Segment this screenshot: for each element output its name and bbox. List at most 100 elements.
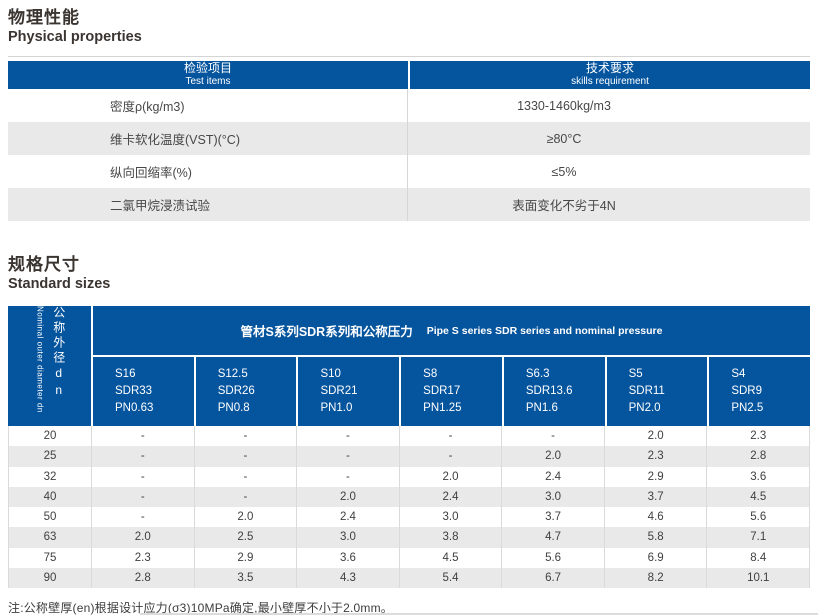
pn-label: PN1.6 (525, 402, 558, 414)
wall-thickness-cell: - (193, 426, 297, 447)
wall-thickness-cell: 6.7 (501, 567, 604, 588)
pn-label: PN2.5 (731, 402, 764, 414)
dn-cell: 75 (43, 551, 57, 564)
dn-cell: 50 (43, 511, 57, 524)
sdr-group-header-en: Pipe S series SDR series and nominal pre… (426, 324, 663, 337)
wall-thickness-cell: 5.4 (398, 567, 502, 588)
corner-label-zh: 公称外径dn (51, 306, 66, 400)
dn-cell: 90 (43, 571, 57, 584)
size-table-row: 40 - -2.0 2.4 3.0 3.7 4.5 (8, 486, 810, 507)
wall-thickness-cell: 2.3 (603, 446, 707, 467)
section-title-physical-zh: 物理性能 (8, 8, 80, 27)
wall-thickness-cell: 3.6 (706, 466, 809, 487)
wall-thickness-cell: - (91, 426, 194, 447)
wall-thickness-cell: 3.8 (398, 527, 502, 548)
size-table-row: 90 2.8 3.5 4.3 5.4 6.7 8.2 10.1 (8, 567, 810, 588)
test-item-cell: 维卡软化温度(VST)(°C) (8, 122, 408, 155)
table-row: 密度ρ(kg/m3) 1330-1460kg/m3 (8, 89, 810, 122)
wall-thickness-cells: 2.0 2.5 3.0 3.8 4.7 5.8 7.1 (91, 527, 809, 548)
sdr-label: SDR13.6 (525, 385, 573, 397)
wall-thickness-cell: 4.7 (501, 527, 604, 548)
wall-thickness-cells: - - - - -2.0 2.3 (91, 426, 809, 447)
size-table-row: 25 - - - -2.0 2.3 2.8 (8, 446, 810, 467)
test-item-cell: 纵向回缩率(%) (8, 155, 408, 188)
wall-thickness-cell: 10.1 (706, 567, 809, 588)
standard-sizes-table: 公称外径dn Nominal outer diameter dn 管材S系列SD… (8, 306, 810, 588)
wall-thickness-cell: - (501, 426, 604, 447)
sdr-label: SDR9 (731, 385, 762, 397)
s-series-label: S6.3 (525, 368, 550, 380)
section-title-sizes-en: Standard sizes (8, 276, 111, 292)
wall-thickness-cell: 2.4 (398, 486, 502, 507)
wall-thickness-cell: 2.5 (193, 527, 297, 548)
wall-thickness-cell: 2.9 (603, 466, 707, 487)
pn-label: PN1.25 (423, 402, 462, 414)
bottom-divider-line (140, 613, 818, 615)
wall-thickness-cell: 3.7 (501, 507, 604, 528)
test-item-cell: 二氯甲烷浸渍试验 (8, 188, 408, 221)
header-skills-requirement-zh: 技术要求 (585, 61, 634, 76)
wall-thickness-cell: 5.6 (706, 507, 809, 528)
section-title-physical-en: Physical properties (8, 29, 142, 45)
header-test-items-zh: 检验项目 (183, 61, 232, 76)
sizes-header-right: 管材S系列SDR系列和公称压力 Pipe S series SDR series… (91, 306, 810, 426)
requirement-cell: 1330-1460kg/m3 (517, 98, 611, 113)
s-series-label: S4 (731, 368, 746, 380)
requirement-cell: ≤5% (551, 164, 577, 179)
pn-label: PN0.8 (217, 402, 250, 414)
wall-thickness-cell: 2.8 (91, 567, 194, 588)
wall-thickness-cell: 2.0 (501, 446, 604, 467)
wall-thickness-cell: - (91, 446, 194, 467)
wall-thickness-cell: - (398, 446, 502, 467)
divider-line (8, 56, 810, 57)
dn-cell: 20 (43, 430, 57, 443)
sdr-column-header: S8 SDR17 PN1.25 (399, 357, 502, 426)
sdr-label: SDR17 (423, 385, 461, 397)
wall-thickness-cell: 3.7 (603, 486, 707, 507)
dn-cell: 40 (43, 490, 57, 503)
wall-thickness-cell: 4.5 (398, 547, 502, 568)
sdr-group-header: 管材S系列SDR系列和公称压力 Pipe S series SDR series… (93, 306, 810, 357)
wall-thickness-cell: 2.4 (296, 507, 399, 528)
wall-thickness-cell: - (193, 466, 297, 487)
wall-thickness-cell: - (193, 446, 297, 467)
wall-thickness-cell: 3.0 (398, 507, 502, 528)
wall-thickness-cell: - (193, 486, 297, 507)
physical-table-body: 密度ρ(kg/m3) 1330-1460kg/m3 维卡软化温度(VST)(°C… (8, 89, 810, 221)
wall-thickness-cells: -2.0 2.4 3.0 3.7 4.6 5.6 (91, 507, 809, 528)
table-row: 纵向回缩率(%) ≤5% (8, 155, 810, 188)
wall-thickness-cell: 3.6 (296, 547, 399, 568)
corner-vertical-text: 公称外径dn Nominal outer diameter dn (30, 306, 68, 426)
size-table-row: 32 - - -2.0 2.4 2.9 3.6 (8, 466, 810, 487)
wall-thickness-cell: 4.3 (296, 567, 399, 588)
wall-thickness-cells: - - -2.0 2.4 2.9 3.6 (91, 466, 809, 487)
pn-label: PN2.0 (628, 402, 661, 414)
wall-thickness-cell: - (91, 507, 194, 528)
wall-thickness-cell: 6.9 (603, 547, 707, 568)
table-row: 二氯甲烷浸渍试验 表面变化不劣于4N (8, 188, 810, 221)
wall-thickness-cell: 8.2 (603, 567, 707, 588)
wall-thickness-cell: 2.0 (193, 507, 297, 528)
header-skills-requirement-en: skills requirement (571, 76, 649, 88)
wall-thickness-cell: 3.0 (501, 486, 604, 507)
sdr-label: SDR26 (217, 385, 255, 397)
size-table-row: 20 - - - - -2.0 2.3 (8, 426, 810, 447)
sizes-table-header: 公称外径dn Nominal outer diameter dn 管材S系列SD… (8, 306, 810, 426)
size-table-row: 63 2.0 2.5 3.0 3.8 4.7 5.8 7.1 (8, 527, 810, 548)
s-series-label: S10 (320, 368, 341, 380)
wall-thickness-cell: 8.4 (706, 547, 809, 568)
wall-thickness-cell: - (91, 466, 194, 487)
wall-thickness-cell: 2.9 (193, 547, 297, 568)
size-table-row: 75 2.3 2.9 3.6 4.5 5.6 6.9 8.4 (8, 547, 810, 568)
size-table-row: 50 -2.0 2.4 3.0 3.7 4.6 5.6 (8, 507, 810, 528)
pn-label: PN1.0 (320, 402, 353, 414)
s-series-label: S5 (628, 368, 643, 380)
requirement-cell: ≥80°C (546, 131, 582, 146)
dn-cell: 25 (43, 450, 57, 463)
wall-thickness-cells: 2.3 2.9 3.6 4.5 5.6 6.9 8.4 (91, 547, 809, 568)
wall-thickness-cell: 4.6 (603, 507, 707, 528)
wall-thickness-cell: 2.8 (706, 446, 809, 467)
sdr-column-header: S12.5 SDR26 PN0.8 (193, 357, 297, 426)
wall-thickness-cell: 3.0 (296, 527, 399, 548)
header-test-items: 检验项目 Test items (8, 61, 410, 89)
